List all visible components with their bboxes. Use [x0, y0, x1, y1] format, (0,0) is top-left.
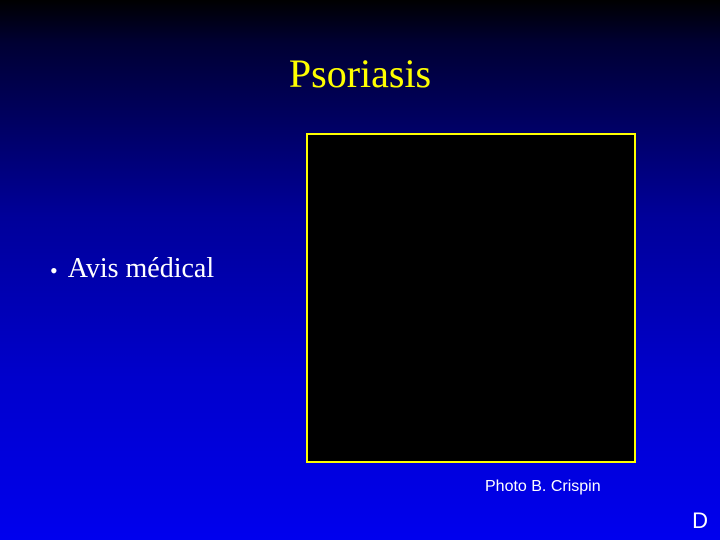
slide-title: Psoriasis [0, 50, 720, 97]
corner-letter: D [692, 508, 708, 534]
bullet-marker: • [50, 258, 58, 284]
slide: Psoriasis • Avis médical Photo B. Crispin… [0, 0, 720, 540]
photo-credit: Photo B. Crispin [485, 478, 601, 496]
bullet-text: Avis médical [68, 253, 214, 284]
image-placeholder [306, 133, 636, 463]
bullet-list: • Avis médical [50, 253, 214, 285]
